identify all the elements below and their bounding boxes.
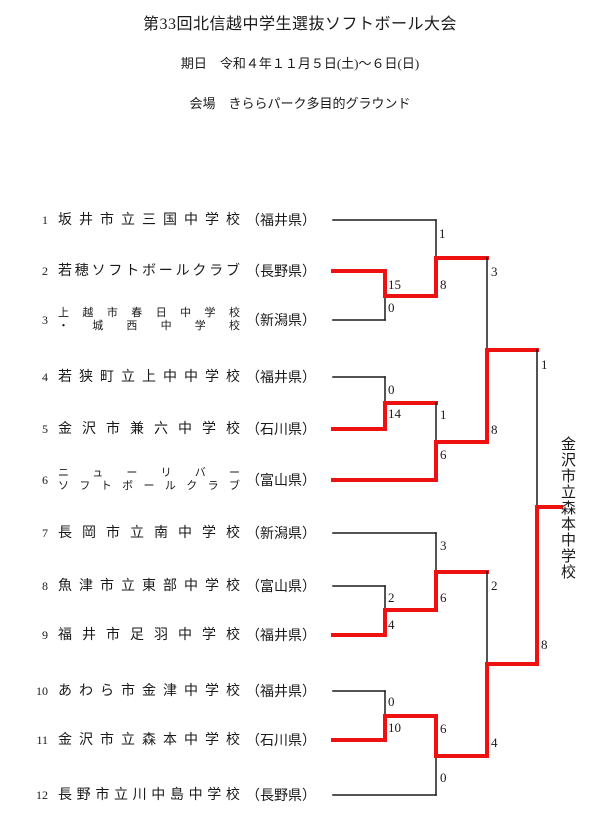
team-prefecture: （長野県） [246,265,316,280]
score-label: 8 [541,637,548,652]
team-name: 福井市足羽中学校 [58,627,240,643]
team-name: 魚津市立東部中学校 [58,578,240,594]
score-label: 3 [491,264,498,279]
team-row: 7 長岡市立南中学校 （新潟県） [28,519,320,547]
venue-value: きららパーク多目的グラウンド [228,96,411,111]
team-prefecture: （石川県） [246,423,316,438]
team-name: 金沢市立森本中学校 [58,732,240,748]
team-name: 長岡市立南中学校 [58,525,240,541]
score-label: 8 [491,422,498,437]
team-row: 3 上越市春日中学校・城西中学校 （新潟県） [28,306,320,334]
score-label: 2 [491,578,498,593]
team-name: 長野市立川中島中学校 [58,787,240,803]
score-label: 2 [388,590,395,605]
score-label: 0 [388,694,395,709]
team-seed: 3 [42,312,48,327]
team-seed: 6 [42,472,48,487]
score-label: 8 [440,277,447,292]
score-label: 1 [439,226,446,241]
team-row: 12 長野市立川中島中学校 （長野県） [28,781,320,809]
team-seed: 12 [36,787,48,802]
team-name: 若穂ソフトボールクラブ [58,263,240,279]
team-row: 1 坂井市立三国中学校 （福井県） [28,206,320,234]
team-seed: 5 [42,421,48,436]
score-label: 3 [440,538,447,553]
team-prefecture: （新潟県） [246,314,316,329]
team-prefecture: （石川県） [246,734,316,749]
team-name: 金沢市兼六中学校 [58,421,240,437]
team-row: 9 福井市足羽中学校 （福井県） [28,621,320,649]
team-prefecture: （福井県） [246,629,316,644]
score-label: 0 [440,770,447,785]
date-line: 期日 令和４年１１月５日(土)～６日(日) [0,53,600,72]
team-seed: 10 [36,683,48,698]
team-seed: 4 [42,369,48,384]
score-label: 15 [388,277,401,292]
team-row: 10 あわら市金津中学校 （福井県） [28,677,320,705]
score-label: 6 [440,721,447,736]
team-seed: 9 [42,627,48,642]
team-prefecture: （福井県） [246,685,316,700]
score-label: 1 [440,407,447,422]
score-label: 10 [388,720,401,735]
team-prefecture: （富山県） [246,580,316,595]
team-row: 6 ニューリバーソフトボールクラブ （富山県） [28,466,320,494]
team-row: 2 若穂ソフトボールクラブ （長野県） [28,257,320,285]
team-seed: 7 [42,525,48,540]
team-row: 4 若狭町立上中中学校 （福井県） [28,363,320,391]
team-prefecture: （長野県） [246,789,316,804]
team-row: 8 魚津市立東部中学校 （富山県） [28,572,320,600]
team-seed: 11 [36,732,48,747]
team-row: 5 金沢市兼六中学校 （石川県） [28,415,320,443]
page-title: 第33回北信越中学生選抜ソフトボール大会 [142,16,457,33]
team-name: 若狭町立上中中学校 [58,369,240,385]
score-label: 4 [491,735,498,750]
team-prefecture: （福井県） [246,371,316,386]
team-name: 上越市春日中学校・城西中学校 [58,307,240,332]
team-row: 11 金沢市立森本中学校 （石川県） [28,726,320,754]
team-name: ニューリバーソフトボールクラブ [58,467,240,492]
team-name: あわら市金津中学校 [58,683,240,699]
score-label: 1 [541,357,548,372]
team-prefecture: （福井県） [246,214,316,229]
date-label: 期日 [180,56,207,71]
team-prefecture: （富山県） [246,474,316,489]
team-seed: 8 [42,578,48,593]
score-label: 4 [388,617,395,632]
score-label: 0 [388,300,395,315]
score-label: 6 [440,447,447,462]
score-label: 14 [388,406,401,421]
team-seed: 2 [42,263,48,278]
venue-label: 会場 [189,96,216,111]
score-label: 0 [388,382,395,397]
date-value: 令和４年１１月５日(土)～６日(日) [219,56,420,71]
team-name: 坂井市立三国中学校 [58,212,240,228]
team-seed: 1 [42,212,48,227]
score-label: 6 [440,590,447,605]
champion-name: 金沢市立森本中学校 [559,436,575,580]
venue-line: 会場 きららパーク多目的グラウンド [0,93,600,112]
team-prefecture: （新潟県） [246,527,316,542]
